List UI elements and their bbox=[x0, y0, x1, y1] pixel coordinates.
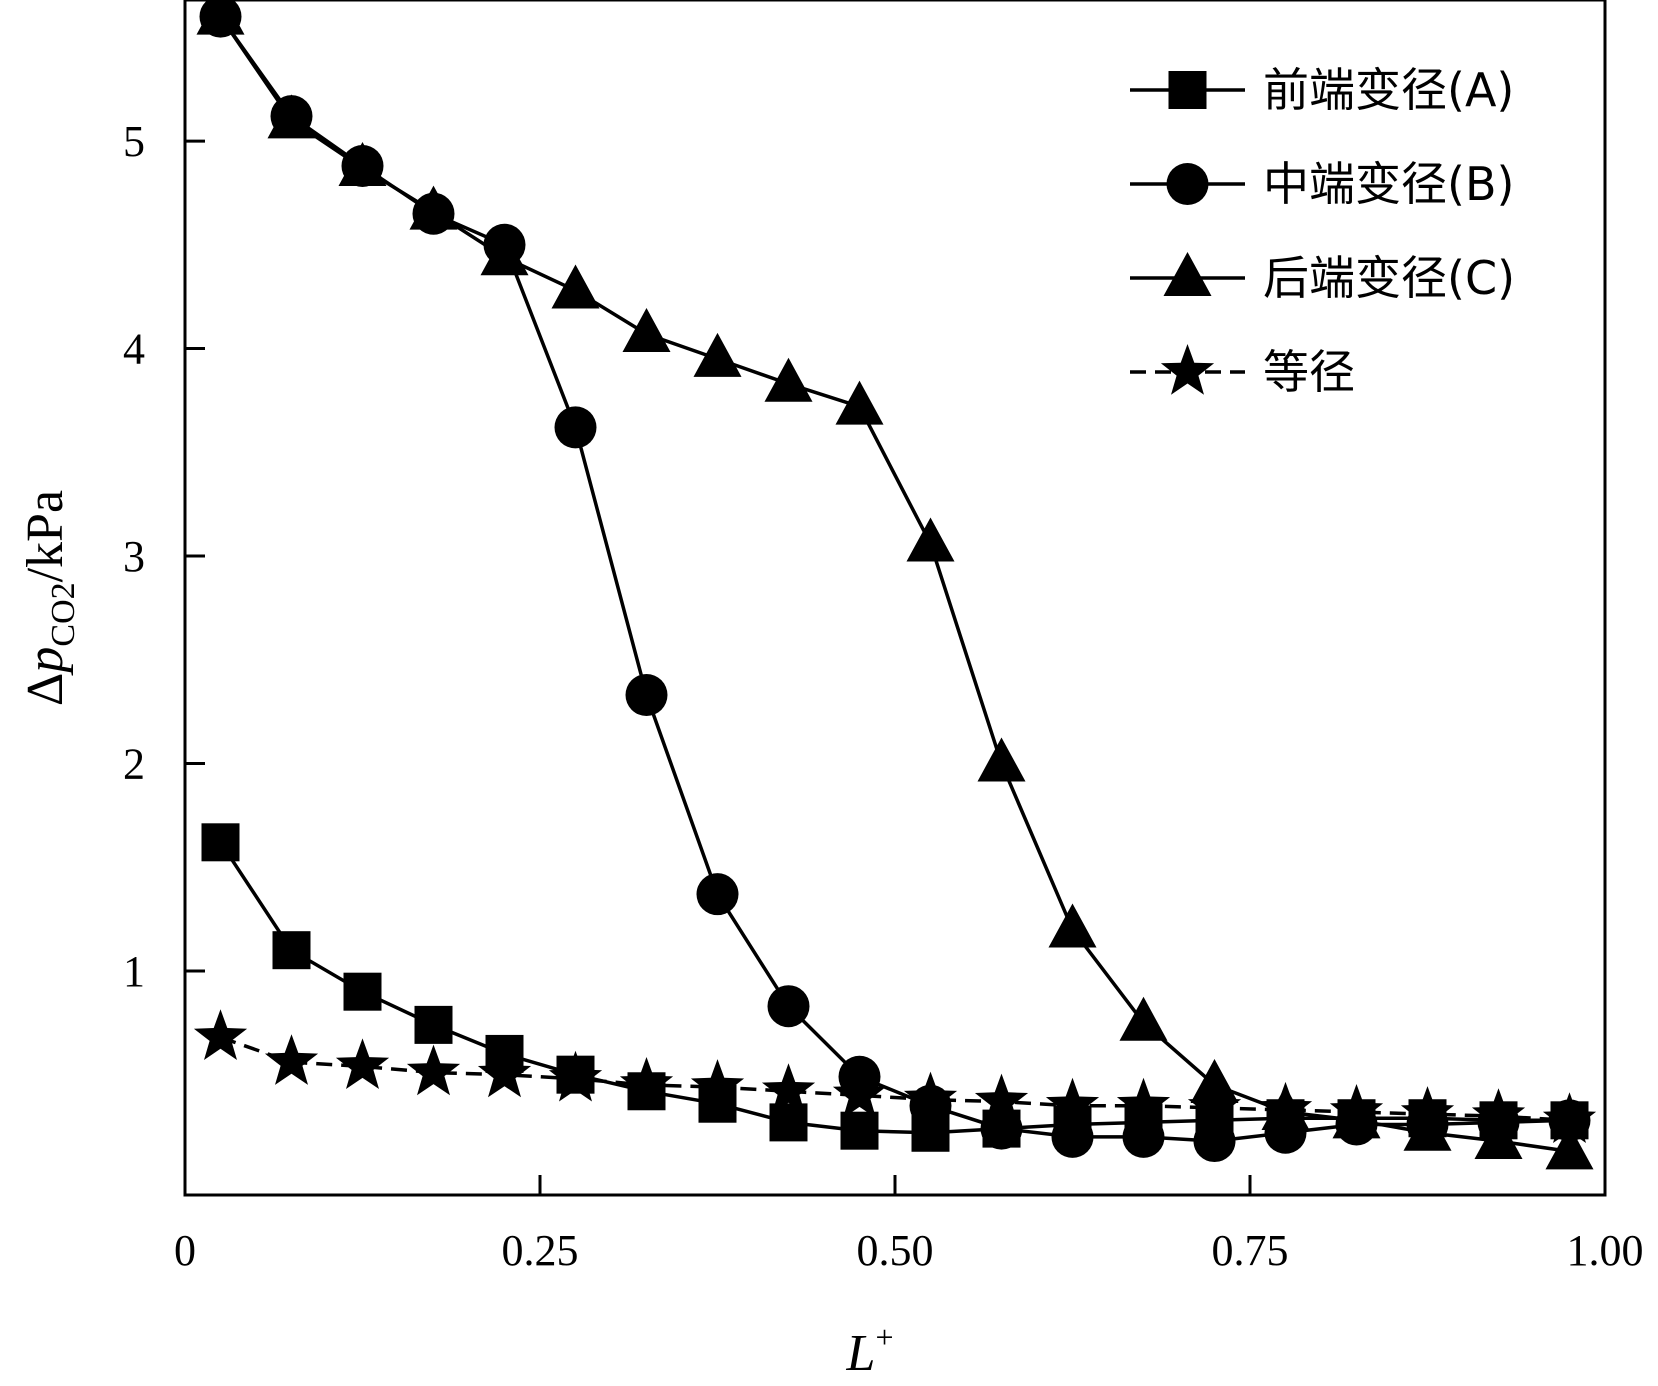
data-point-star bbox=[264, 1034, 319, 1085]
series-square bbox=[201, 823, 1589, 1152]
data-point-triangle bbox=[1190, 1059, 1239, 1104]
x-axis-label-sup: + bbox=[875, 1319, 893, 1355]
legend-marker-star bbox=[1160, 344, 1215, 395]
data-point-triangle bbox=[1332, 1094, 1381, 1139]
legend: 前端变径(A) 中端变径(B) 后端变径(C) 等径 bbox=[1130, 63, 1515, 399]
data-point-square bbox=[201, 823, 240, 862]
data-point-star bbox=[335, 1038, 390, 1089]
y-axis-label-p: p bbox=[17, 647, 74, 677]
x-tick-label: 0.50 bbox=[857, 1226, 934, 1275]
data-point-triangle bbox=[1261, 1086, 1310, 1131]
x-tick-label: 0.75 bbox=[1212, 1226, 1289, 1275]
y-axis-label: ΔpCO2/kPa bbox=[17, 490, 82, 706]
data-point-square bbox=[698, 1084, 737, 1123]
data-point-triangle bbox=[480, 231, 529, 276]
legend-marker-circle bbox=[1166, 163, 1209, 205]
data-point-circle bbox=[1193, 1120, 1236, 1163]
data-point-circle bbox=[1548, 1099, 1591, 1142]
legend-label: 中端变径(B) bbox=[1263, 157, 1514, 211]
y-axis-label-sub: CO2 bbox=[45, 582, 82, 646]
data-point-triangle bbox=[409, 185, 458, 230]
data-point-triangle bbox=[693, 332, 742, 377]
data-point-triangle bbox=[1545, 1125, 1594, 1170]
data-point-star bbox=[974, 1073, 1029, 1125]
series-layer bbox=[193, 0, 1597, 1170]
data-point-circle bbox=[838, 1055, 881, 1098]
legend-label: 等径 bbox=[1263, 345, 1355, 399]
data-point-square bbox=[343, 972, 382, 1011]
data-point-triangle bbox=[622, 308, 671, 353]
data-point-star bbox=[193, 1009, 248, 1060]
x-axis-label: L+ bbox=[846, 1319, 894, 1382]
data-point-circle bbox=[1122, 1115, 1165, 1158]
y-axis-label-delta: Δ bbox=[17, 673, 74, 706]
data-point-triangle bbox=[835, 380, 884, 425]
legend-marker-triangle bbox=[1163, 252, 1212, 296]
data-point-circle bbox=[554, 406, 597, 449]
y-axis-label-unit: /kPa bbox=[17, 490, 74, 582]
y-tick-label: 4 bbox=[123, 325, 145, 374]
x-tick-label: 1.00 bbox=[1567, 1226, 1644, 1275]
legend-label: 前端变径(A) bbox=[1263, 63, 1514, 117]
data-point-triangle bbox=[764, 357, 813, 402]
data-point-square bbox=[272, 931, 311, 970]
series-triangle bbox=[196, 0, 1594, 1170]
data-point-square bbox=[414, 1005, 453, 1044]
data-point-triangle bbox=[196, 0, 245, 35]
data-point-star bbox=[1045, 1077, 1100, 1129]
ticks-layer: 0 0.25 0.50 0.75 1.00 1 2 3 4 5 bbox=[123, 117, 1644, 1275]
x-tick-label: 0.25 bbox=[502, 1226, 579, 1275]
data-point-square bbox=[627, 1072, 666, 1111]
x-tick-label: 0 bbox=[174, 1226, 196, 1275]
data-point-square bbox=[556, 1055, 595, 1094]
data-point-circle bbox=[980, 1107, 1023, 1150]
legend-item-star: 等径 bbox=[1130, 344, 1355, 399]
data-point-circle bbox=[696, 873, 739, 916]
data-point-star bbox=[761, 1063, 816, 1114]
legend-marker-square bbox=[1168, 71, 1207, 109]
data-point-circle bbox=[909, 1084, 952, 1127]
legend-label: 后端变径(C) bbox=[1263, 251, 1515, 305]
legend-item-triangle: 后端变径(C) bbox=[1130, 251, 1515, 305]
data-point-square bbox=[840, 1111, 879, 1150]
data-point-circle bbox=[625, 674, 668, 717]
data-point-triangle bbox=[338, 142, 387, 187]
data-point-triangle bbox=[1403, 1106, 1452, 1151]
data-point-star bbox=[690, 1059, 745, 1110]
data-point-star bbox=[406, 1044, 461, 1096]
data-point-triangle bbox=[1474, 1115, 1523, 1160]
y-tick-label: 3 bbox=[123, 532, 145, 581]
data-point-square bbox=[769, 1103, 808, 1142]
data-point-triangle bbox=[906, 517, 955, 562]
data-point-star bbox=[1116, 1077, 1171, 1129]
data-point-triangle bbox=[977, 737, 1026, 782]
legend-item-square: 前端变径(A) bbox=[1130, 63, 1514, 117]
data-point-circle bbox=[1051, 1115, 1094, 1158]
x-axis-label-main: L bbox=[846, 1325, 876, 1382]
data-point-triangle bbox=[1048, 903, 1097, 948]
data-point-triangle bbox=[1119, 996, 1168, 1041]
data-point-square bbox=[485, 1034, 524, 1073]
data-point-triangle bbox=[267, 94, 316, 139]
y-tick-label: 2 bbox=[123, 739, 145, 788]
legend-item-circle: 中端变径(B) bbox=[1130, 157, 1514, 211]
data-point-circle bbox=[767, 985, 810, 1028]
y-tick-label: 5 bbox=[123, 117, 145, 166]
y-tick-label: 1 bbox=[123, 947, 145, 996]
data-point-triangle bbox=[551, 264, 600, 309]
